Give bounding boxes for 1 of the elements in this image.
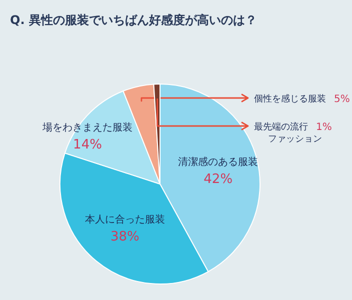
title: Q. 異性の服装でいちばん好感度が高いのは？ [10,13,257,27]
